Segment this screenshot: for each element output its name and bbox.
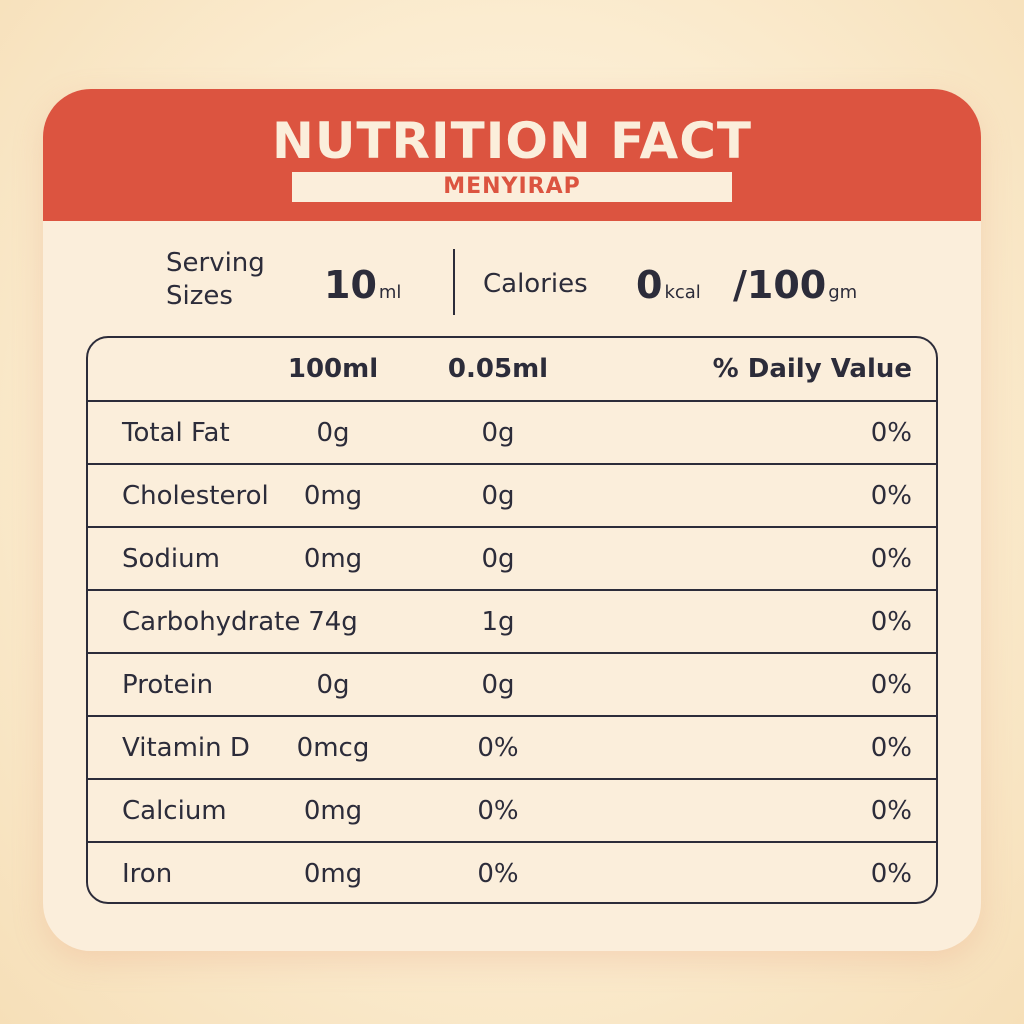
nutrition-table: 100ml 0.05ml % Daily Value Total Fat 0g …	[86, 336, 938, 904]
table-header-row: 100ml 0.05ml % Daily Value	[88, 338, 936, 401]
value-005ml: 0g	[481, 481, 515, 511]
column-header-daily-value: % Daily Value	[712, 354, 912, 384]
nutrient-name: Vitamin D	[122, 733, 250, 763]
value-100ml: 0mg	[303, 544, 363, 574]
value-100ml: 74g	[308, 607, 358, 637]
per-quantity: /100 gm	[733, 263, 857, 315]
per-quantity-unit: gm	[828, 282, 858, 303]
value-100ml: 0mg	[303, 796, 363, 826]
nutrition-title: NUTRITION FACT	[271, 112, 753, 170]
summary-divider	[453, 249, 455, 315]
nutrient-name: Calcium	[122, 796, 227, 826]
table-row: Sodium 0mg 0g 0%	[88, 526, 936, 591]
nutrient-name: Protein	[122, 670, 214, 700]
value-005ml: 0%	[477, 733, 519, 763]
table-row: Vitamin D 0mcg 0% 0%	[88, 715, 936, 780]
serving-size-unit: ml	[378, 282, 402, 303]
serving-size-label: Serving Sizes	[166, 248, 265, 311]
value-daily: 0%	[870, 670, 912, 700]
value-100ml: 0g	[316, 670, 350, 700]
value-100ml: 0mcg	[296, 733, 370, 763]
table-row: Total Fat 0g 0g 0%	[88, 400, 936, 465]
table-row: Protein 0g 0g 0%	[88, 652, 936, 717]
nutrition-header: NUTRITION FACT MENYIRAP	[43, 89, 981, 221]
nutrient-name: Total Fat	[122, 418, 230, 448]
value-005ml: 0g	[481, 670, 515, 700]
calories-label: Calories	[483, 269, 588, 299]
value-100ml: 0mg	[303, 481, 363, 511]
table-row: Iron 0mg 0% 0%	[88, 841, 936, 902]
nutrient-name: Cholesterol	[122, 481, 269, 511]
column-header-005ml: 0.05ml	[447, 354, 549, 384]
value-daily: 0%	[870, 418, 912, 448]
nutrient-name: Sodium	[122, 544, 220, 574]
value-005ml: 0%	[477, 796, 519, 826]
value-005ml: 1g	[481, 607, 515, 637]
per-quantity-number: /100	[733, 263, 827, 307]
calories-unit: kcal	[664, 282, 701, 303]
value-daily: 0%	[870, 607, 912, 637]
value-daily: 0%	[870, 733, 912, 763]
value-daily: 0%	[870, 796, 912, 826]
value-daily: 0%	[870, 859, 912, 889]
nutrient-name: Carbohydrate	[122, 607, 301, 637]
nutrient-name: Iron	[122, 859, 173, 889]
serving-size-value: 10 ml	[324, 263, 401, 315]
calories-value: 0 kcal	[636, 263, 701, 315]
column-header-100ml: 100ml	[287, 354, 379, 384]
value-daily: 0%	[870, 481, 912, 511]
value-005ml: 0g	[481, 544, 515, 574]
serving-size-number: 10	[324, 263, 377, 307]
value-005ml: 0%	[477, 859, 519, 889]
value-005ml: 0g	[481, 418, 515, 448]
value-100ml: 0mg	[303, 859, 363, 889]
value-100ml: 0g	[316, 418, 350, 448]
nutrition-card: NUTRITION FACT MENYIRAP Serving Sizes 10…	[43, 89, 981, 951]
calories-number: 0	[636, 263, 663, 307]
table-row: Calcium 0mg 0% 0%	[88, 778, 936, 843]
table-row: Carbohydrate 74g 1g 0%	[88, 589, 936, 654]
value-daily: 0%	[870, 544, 912, 574]
product-name-banner: MENYIRAP	[292, 172, 732, 202]
table-row: Cholesterol 0mg 0g 0%	[88, 463, 936, 528]
